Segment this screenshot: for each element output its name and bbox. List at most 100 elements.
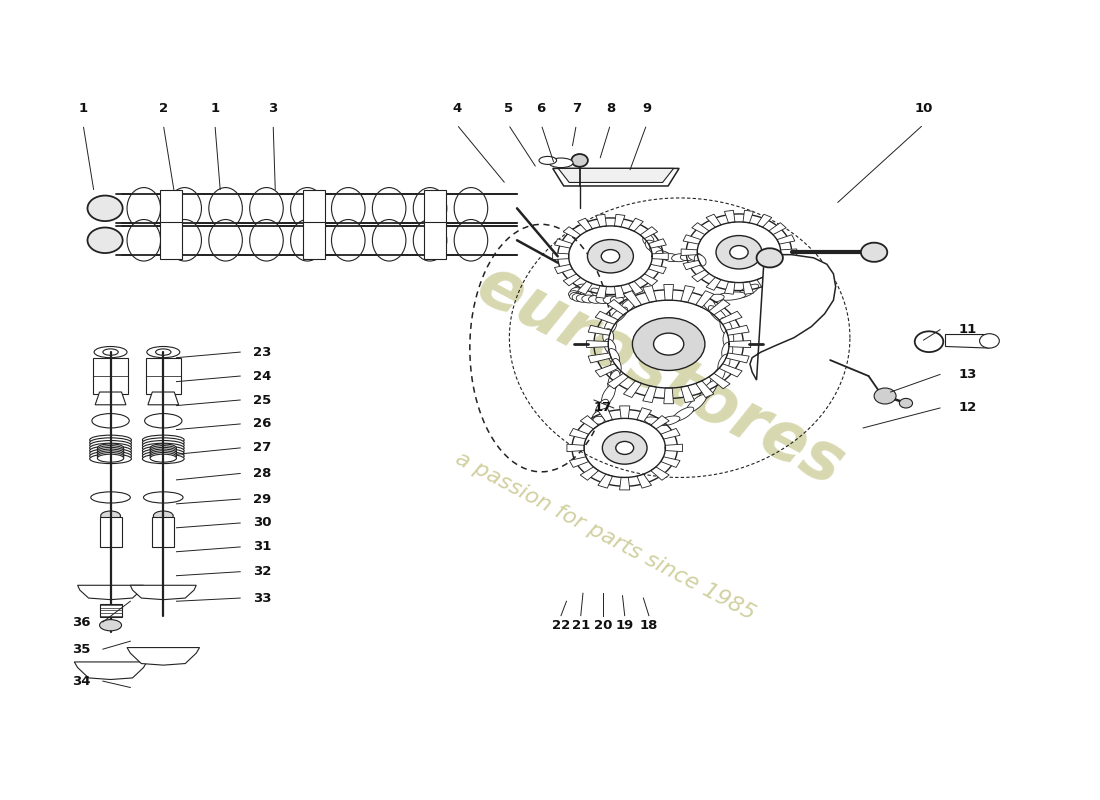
Polygon shape: [130, 586, 196, 600]
Ellipse shape: [103, 349, 118, 355]
Polygon shape: [681, 386, 694, 402]
Ellipse shape: [592, 411, 604, 423]
Polygon shape: [663, 285, 673, 300]
Text: 20: 20: [594, 618, 612, 632]
Ellipse shape: [738, 284, 759, 298]
Ellipse shape: [100, 620, 121, 630]
Polygon shape: [725, 282, 735, 294]
Polygon shape: [598, 408, 613, 422]
Polygon shape: [742, 210, 754, 223]
Polygon shape: [708, 374, 730, 389]
Ellipse shape: [591, 288, 608, 301]
Ellipse shape: [595, 399, 608, 417]
Ellipse shape: [142, 454, 184, 463]
Ellipse shape: [290, 219, 324, 261]
Ellipse shape: [126, 187, 161, 229]
Polygon shape: [729, 341, 750, 348]
Ellipse shape: [90, 449, 131, 458]
Text: 28: 28: [253, 467, 272, 480]
Ellipse shape: [90, 438, 131, 447]
Ellipse shape: [609, 307, 627, 324]
Text: 7: 7: [572, 102, 581, 115]
Ellipse shape: [656, 250, 671, 260]
Circle shape: [980, 334, 999, 348]
Ellipse shape: [98, 450, 123, 458]
Ellipse shape: [142, 449, 184, 458]
Ellipse shape: [98, 444, 123, 452]
Text: 1: 1: [78, 102, 88, 115]
Polygon shape: [946, 334, 989, 348]
Polygon shape: [661, 429, 680, 439]
Polygon shape: [94, 358, 128, 394]
Polygon shape: [726, 353, 749, 363]
Ellipse shape: [570, 292, 580, 300]
Ellipse shape: [716, 292, 746, 300]
Ellipse shape: [596, 296, 611, 303]
Polygon shape: [588, 353, 612, 363]
Text: 3: 3: [268, 102, 278, 115]
Circle shape: [915, 331, 944, 352]
Text: 4: 4: [452, 102, 461, 115]
Ellipse shape: [620, 299, 635, 313]
Polygon shape: [681, 286, 694, 302]
Polygon shape: [580, 415, 598, 429]
Polygon shape: [651, 467, 669, 480]
Polygon shape: [100, 604, 121, 618]
Polygon shape: [126, 647, 199, 665]
Ellipse shape: [90, 454, 131, 463]
Ellipse shape: [573, 284, 587, 294]
Polygon shape: [596, 286, 606, 298]
Polygon shape: [628, 218, 643, 231]
Text: 11: 11: [958, 323, 977, 336]
Circle shape: [757, 248, 783, 267]
Ellipse shape: [663, 254, 679, 262]
Ellipse shape: [708, 306, 727, 323]
Text: 6: 6: [537, 102, 546, 115]
Circle shape: [874, 388, 896, 404]
Polygon shape: [586, 341, 608, 348]
Circle shape: [587, 239, 634, 273]
Ellipse shape: [142, 451, 184, 461]
Ellipse shape: [642, 234, 653, 246]
Polygon shape: [424, 222, 446, 259]
Ellipse shape: [331, 187, 365, 229]
Ellipse shape: [373, 219, 406, 261]
Polygon shape: [652, 253, 669, 259]
Polygon shape: [637, 474, 651, 488]
Ellipse shape: [570, 287, 582, 296]
Ellipse shape: [98, 447, 123, 455]
Text: 12: 12: [958, 402, 977, 414]
Circle shape: [616, 442, 634, 454]
Polygon shape: [566, 444, 584, 452]
Circle shape: [653, 333, 684, 355]
Polygon shape: [554, 238, 572, 248]
Polygon shape: [615, 286, 625, 298]
Text: 23: 23: [253, 346, 272, 358]
Circle shape: [861, 242, 888, 262]
Polygon shape: [695, 290, 714, 307]
Polygon shape: [663, 388, 673, 404]
Polygon shape: [596, 214, 606, 227]
Circle shape: [716, 235, 762, 269]
Ellipse shape: [719, 318, 733, 336]
Polygon shape: [607, 299, 628, 315]
Polygon shape: [742, 282, 754, 294]
Polygon shape: [607, 374, 628, 389]
Text: 22: 22: [552, 618, 570, 632]
Text: 2: 2: [158, 102, 168, 115]
Polygon shape: [706, 214, 721, 227]
Text: 35: 35: [72, 642, 90, 656]
Ellipse shape: [571, 154, 587, 167]
Circle shape: [88, 227, 122, 253]
Polygon shape: [777, 234, 795, 244]
Ellipse shape: [91, 492, 130, 503]
Polygon shape: [648, 238, 667, 248]
Ellipse shape: [168, 219, 201, 261]
Ellipse shape: [672, 254, 688, 262]
Ellipse shape: [150, 444, 176, 452]
Ellipse shape: [98, 446, 123, 454]
Ellipse shape: [602, 385, 615, 406]
Ellipse shape: [658, 416, 680, 426]
Ellipse shape: [608, 370, 620, 391]
Polygon shape: [563, 274, 581, 286]
